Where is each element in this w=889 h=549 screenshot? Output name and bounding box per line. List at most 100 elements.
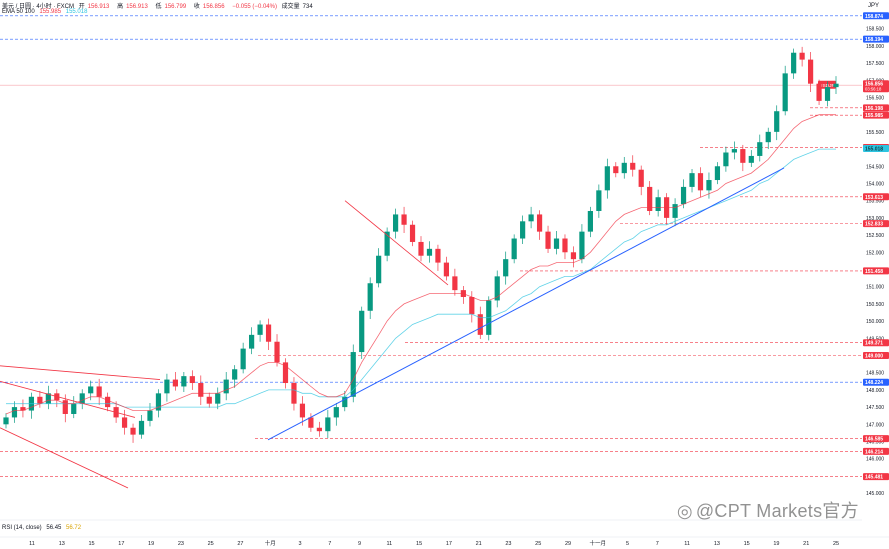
symbol-tag-label: USDJPY [819,83,839,89]
candle [799,52,805,60]
x-tick-label: 11 [684,541,690,547]
x-tick-label: 15 [744,541,750,547]
candle [257,324,263,335]
candle [3,417,9,425]
candle [791,52,797,74]
candle [807,59,814,84]
candle [630,162,636,170]
candle [740,149,746,163]
ohlc-high: 高 156.913 [117,4,148,10]
candle [232,369,238,380]
rsi-value-1: 56.45 [46,525,62,531]
y-tick-label: 153.000 [866,216,884,222]
level-tag-label: 149.000 [865,353,883,359]
level-tag [863,447,889,455]
candle [20,407,26,411]
candle [45,393,51,404]
rsi-label: RSI (14, close) [2,525,42,531]
y-tick-label: 158.500 [866,27,884,33]
x-tick-label: 15 [416,541,422,547]
candle [215,393,221,404]
currency-label: JPY [868,3,880,9]
candle [172,379,178,387]
ohlc-low: 低 156.799 [155,4,187,10]
channel-top [0,365,161,380]
candle [587,210,593,232]
down-trendline [344,200,449,286]
candle [689,173,695,187]
y-tick-label: 145.000 [866,491,884,497]
candle [121,417,128,428]
candle [443,262,450,277]
channel-bottom [0,427,129,489]
y-tick-label: 147.000 [866,422,884,428]
candle [274,341,280,363]
x-tick-label: 29 [565,541,571,547]
candle [824,87,831,101]
symbol-tag [818,80,836,89]
weibo-icon: ◎ [676,501,693,521]
candle [748,155,754,163]
candle [138,420,145,435]
rsi-legend: RSI (14, close) 56.45 56.72 [2,525,84,531]
symbol-legend: 美元 / 日圆 · 4小时 · FXCM 开 156.913 高 156.913 低… [2,1,319,10]
level-tag-label: 155.018 [865,146,883,152]
level-tag-label: 145.481 [865,475,883,481]
candle [723,152,729,167]
x-tick-label: 19 [148,541,154,547]
candle [672,204,678,218]
x-tick-label: 25 [535,541,541,547]
candle [833,83,839,88]
ema-legend: EMA 50 100 155.985 155.018 [2,9,90,15]
level-tag-label: 158.194 [865,37,883,43]
y-tick-label: 150.500 [866,302,884,308]
candle [553,238,560,249]
y-tick-label: 155.500 [866,130,884,136]
x-tick-label: 9 [358,541,361,547]
level-tag-label: 148.224 [865,380,883,386]
level-tag [863,378,889,386]
last-price-value: 156.856 [865,82,883,88]
x-tick-label: 13 [59,541,65,547]
candle [816,83,822,101]
x-tick-label: 13 [714,541,720,547]
candle [240,348,246,370]
level-tag [863,473,889,481]
candle [765,131,771,143]
candle [545,231,551,249]
level-tag-label: 146.214 [865,449,883,455]
x-tick-label: 25 [208,541,214,547]
y-tick-label: 153.500 [866,199,884,205]
candle [96,386,102,397]
candle [147,410,153,421]
ohlc-change: −0.055 (−0.04%) [232,4,277,10]
level-tag-label: 156.198 [865,106,883,112]
candle [697,173,704,191]
x-tick-label: 23 [505,541,511,547]
level-tag [863,267,889,275]
channel-mid [0,380,136,418]
x-tick-label: 7 [328,541,331,547]
y-tick-label: 148.500 [866,371,884,377]
candle [265,324,272,342]
x-tick-label: 3 [298,541,301,547]
x-tick-label: 5 [626,541,629,547]
x-tick-label: 7 [656,541,659,547]
candle [198,383,204,397]
candle [299,403,306,418]
candle [88,386,94,394]
candle [757,142,763,156]
candle [452,276,458,291]
candle [647,186,653,211]
level-tag [863,220,889,228]
candle [604,166,610,191]
ema100-value: 155.018 [65,9,88,15]
candle [401,214,407,225]
candle [333,407,339,418]
candle [655,197,661,211]
x-tick-label: 19 [773,541,779,547]
x-tick-label: 27 [237,541,243,547]
candle [376,255,382,284]
candle [494,276,500,301]
